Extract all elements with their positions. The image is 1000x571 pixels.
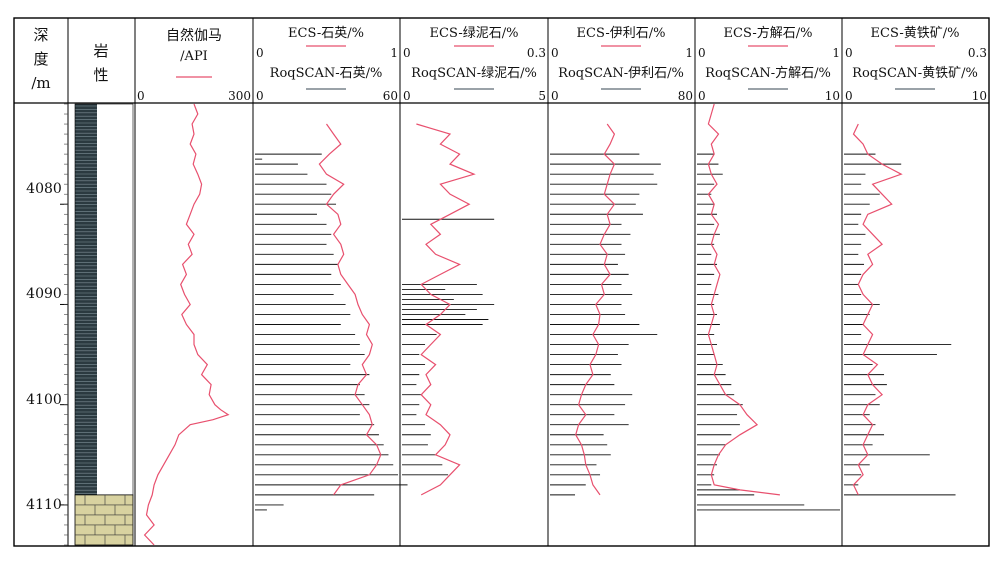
track-3-roq-max: 10 <box>825 89 840 103</box>
track-0-roq-label: RoqSCAN-石英/% <box>270 66 383 81</box>
track-3-ecs-label: ECS-方解石/% <box>724 25 813 41</box>
depth-header-line1: 深 <box>33 26 48 44</box>
track-headers: ECS-石英/% 0 1 RoqSCAN-石英/% 0 60 ECS-绿泥石/%… <box>256 25 987 103</box>
lith-header-line2: 性 <box>93 66 108 84</box>
track-2-roq-max: 80 <box>678 89 693 103</box>
lith-header-line1: 岩 <box>93 42 108 60</box>
track-2-ecs-label: ECS-伊利石/% <box>577 26 666 41</box>
track-1-roq-label: RoqSCAN-绿泥石/% <box>411 66 537 81</box>
track-0-ecs-max: 1 <box>390 46 398 60</box>
lithology-column <box>74 103 134 546</box>
depth-header-line3: /m <box>31 74 50 92</box>
track-4-ecs-curve <box>852 123 903 496</box>
track-0-roq-min: 0 <box>256 89 264 103</box>
track-3-ecs-curve <box>707 103 780 496</box>
depth-tick-label-2: 4100 <box>26 392 62 408</box>
track-3-roq-min: 0 <box>698 89 706 103</box>
gr-scale-max: 300 <box>228 89 251 103</box>
track-4-roq-label: RoqSCAN-黄铁矿/% <box>852 66 978 81</box>
track-1-roq-min: 0 <box>403 89 411 103</box>
track-0-ecs-curve <box>318 123 382 496</box>
chart-frame <box>13 17 990 547</box>
lith-band-shale <box>75 104 97 495</box>
track-2-ecs-max: 1 <box>685 46 693 60</box>
track-4-ecs-label: ECS-黄铁矿/% <box>871 26 960 41</box>
track-2-ecs-min: 0 <box>551 46 559 60</box>
track-3-ecs-max: 1 <box>832 46 840 60</box>
lith-band-limestone <box>74 494 134 546</box>
gr-curve <box>143 103 230 546</box>
track-0-roq-max: 60 <box>383 89 398 103</box>
track-2-ecs-curve <box>575 123 616 496</box>
track-4-ecs-min: 0 <box>845 46 853 60</box>
track-0-ecs-min: 0 <box>256 46 264 60</box>
track-2-roq-label: RoqSCAN-伊利石/% <box>558 66 684 81</box>
gr-unit: /API <box>180 49 208 64</box>
track-3-ecs-min: 0 <box>698 46 706 60</box>
gr-scale-min: 0 <box>137 89 145 103</box>
depth-axis: 4080 4090 4100 4110 <box>26 181 62 513</box>
track-1-ecs-label: ECS-绿泥石/% <box>430 26 519 41</box>
track-1-roq-max: 5 <box>538 89 546 103</box>
log-curves <box>60 103 956 546</box>
track-1-ecs-max: 0.3 <box>527 46 546 60</box>
depth-tick-label-1: 4090 <box>26 286 62 302</box>
track-2-roq-min: 0 <box>551 89 559 103</box>
track-1-ecs-curve <box>416 123 476 496</box>
track-3-roq-label: RoqSCAN-方解石/% <box>705 65 831 81</box>
track-4-roq-min: 0 <box>845 89 853 103</box>
depth-header-line2: 度 <box>33 50 48 68</box>
track-4-roq-max: 10 <box>972 89 987 103</box>
depth-tick-label-0: 4080 <box>26 181 62 197</box>
track-4-ecs-max: 0.3 <box>968 46 987 60</box>
gr-title: 自然伽马 <box>166 27 222 44</box>
track-0-ecs-label: ECS-石英/% <box>288 26 364 41</box>
depth-tick-label-3: 4110 <box>26 497 62 513</box>
track-1-ecs-min: 0 <box>403 46 411 60</box>
